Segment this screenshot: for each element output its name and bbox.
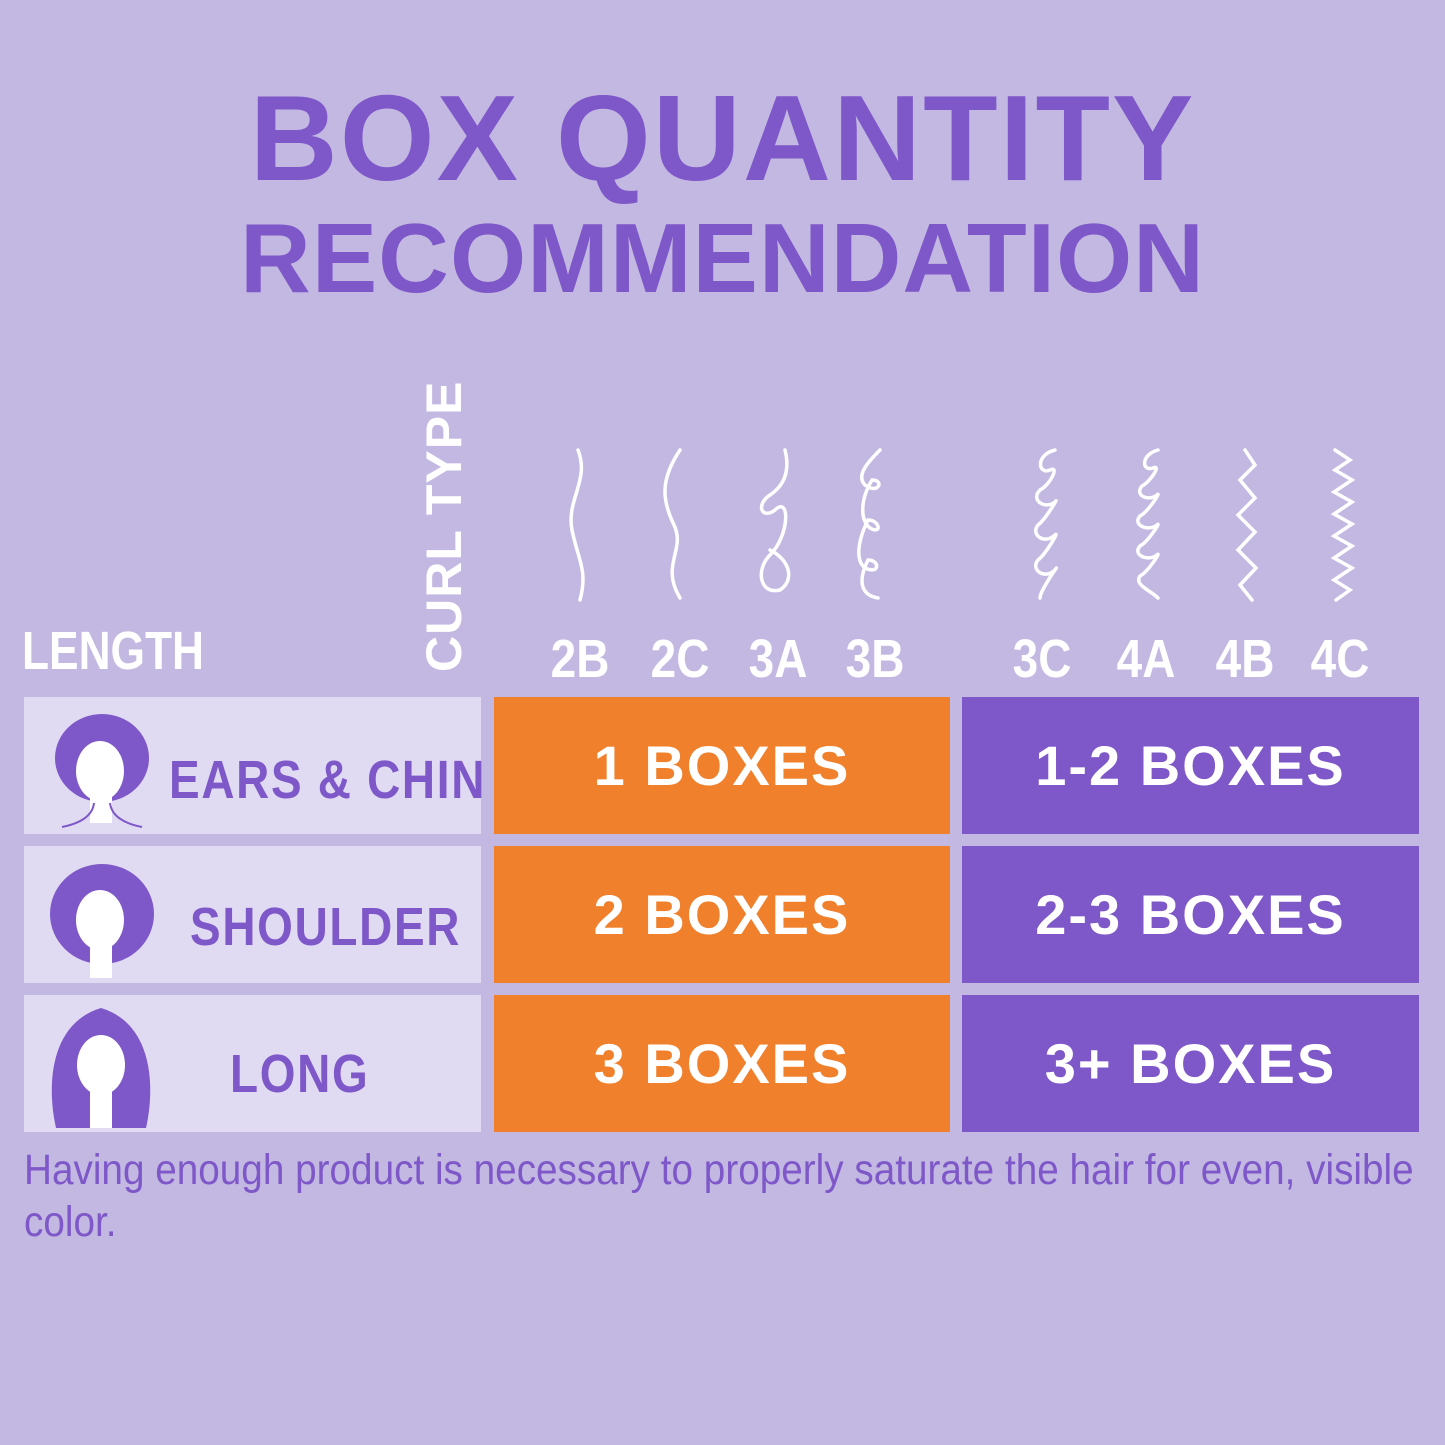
wave-curl-icon [569,448,585,602]
curl-code-4c: 4C [1310,629,1370,689]
length-cell-shoulder: SHOULDER [24,846,481,983]
shoulder-hair-face-icon [50,864,154,978]
length-header: LENGTH [22,621,205,681]
zigzag-curl-icon [1235,448,1259,602]
length-label: EARS & CHIN [169,750,487,810]
curl-code-3c: 3C [1012,629,1072,689]
length-cell-long: LONG [24,995,481,1132]
curl-code-2c: 2C [650,629,710,689]
curl-code-2b: 2B [550,629,610,689]
box-cell-group2: 3+ BOXES [962,995,1419,1132]
length-label: SHOULDER [190,897,462,957]
length-cell-ears-chin: EARS & CHIN [24,697,484,834]
box-cell-group2: 2-3 BOXES [962,846,1419,983]
curl-icons [569,448,1356,602]
curl-code-3a: 3A [748,629,808,689]
curl-code-4a: 4A [1116,629,1176,689]
loop-curl-icon [759,448,791,593]
loop-curl-icon [857,448,882,600]
box-cell-group1: 2 BOXES [494,846,950,983]
curl-code-4b: 4B [1215,629,1275,689]
length-label: LONG [230,1044,370,1104]
short-hair-face-icon [55,714,149,828]
title-line1: BOX QUANTITY [249,70,1196,206]
coil-curl-icon [1136,448,1160,600]
zigzag-curl-icon [1330,448,1356,602]
wave-curl-icon [663,448,682,600]
box-cell-group1: 3 BOXES [494,995,950,1132]
coil-curl-icon [1034,448,1059,600]
box-cell-group2: 1-2 BOXES [962,697,1419,834]
curl-code-3b: 3B [845,629,905,689]
footnote: Having enough product is necessary to pr… [24,1146,1414,1246]
box-cell-group1: 1 BOXES [494,697,950,834]
long-hair-face-icon [51,1008,151,1128]
title-line2: RECOMMENDATION [240,203,1205,313]
